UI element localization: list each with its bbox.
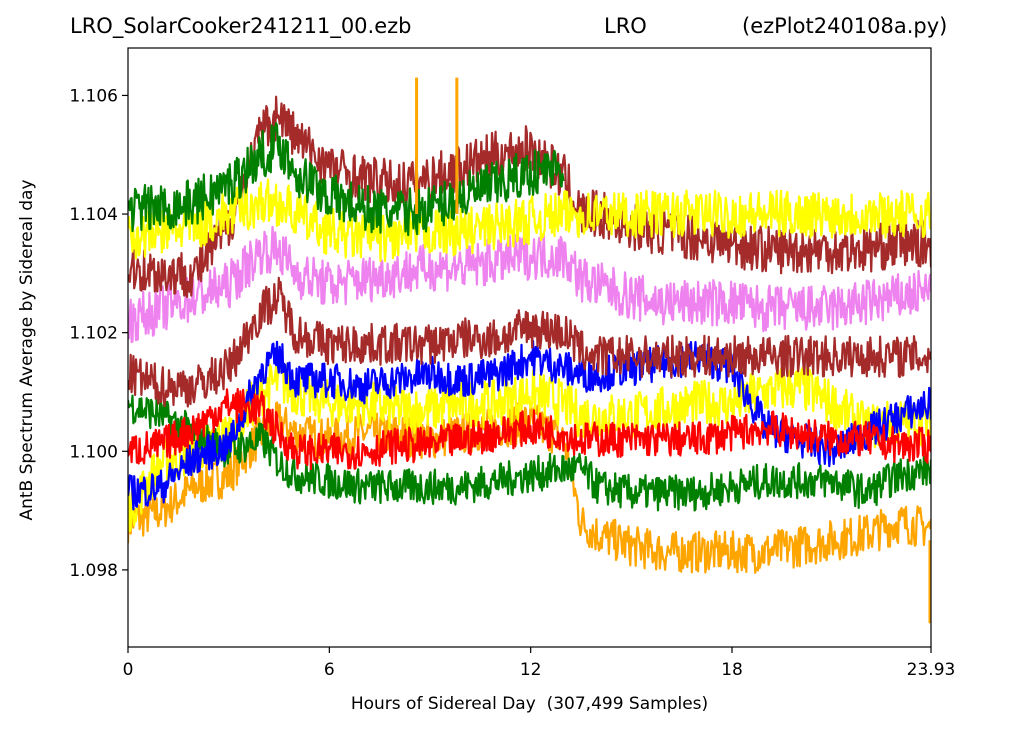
series-line-9 (128, 122, 565, 237)
y-tick-label: 1.102 (69, 324, 118, 344)
series-line-2 (128, 394, 931, 512)
series-layer (128, 77, 931, 624)
x-tick-label: 12 (520, 660, 542, 680)
series-line-4 (128, 387, 931, 471)
chart-title-left: LRO_SolarCooker241211_00.ezb (70, 14, 412, 38)
y-tick-label: 1.104 (69, 205, 118, 225)
series-line-5 (128, 225, 931, 344)
x-axis-label: Hours of Sidereal Day (307,499 Samples) (350, 694, 709, 714)
y-tick-label: 1.098 (69, 561, 118, 581)
chart-title-center: LRO (604, 14, 647, 38)
y-tick-label: 1.106 (69, 86, 118, 106)
plot-frame (127, 47, 932, 648)
y-tick-label: 1.100 (69, 442, 118, 462)
x-tick-label: 18 (721, 660, 743, 680)
y-axis-label: AntB Spectrum Average by Sidereal day (17, 179, 37, 521)
x-tick-label: 0 (123, 660, 134, 680)
chart-title-right: (ezPlot240108a.py) (742, 14, 948, 38)
series-line-6 (128, 276, 931, 408)
axis-layer: 0 6 12 18 23.93 1.098 1.100 1.102 1.104 1.106 (69, 86, 955, 680)
x-tick-label: 6 (324, 660, 335, 680)
series-line-8 (128, 178, 931, 263)
x-tick-label: 23.93 (907, 660, 956, 680)
